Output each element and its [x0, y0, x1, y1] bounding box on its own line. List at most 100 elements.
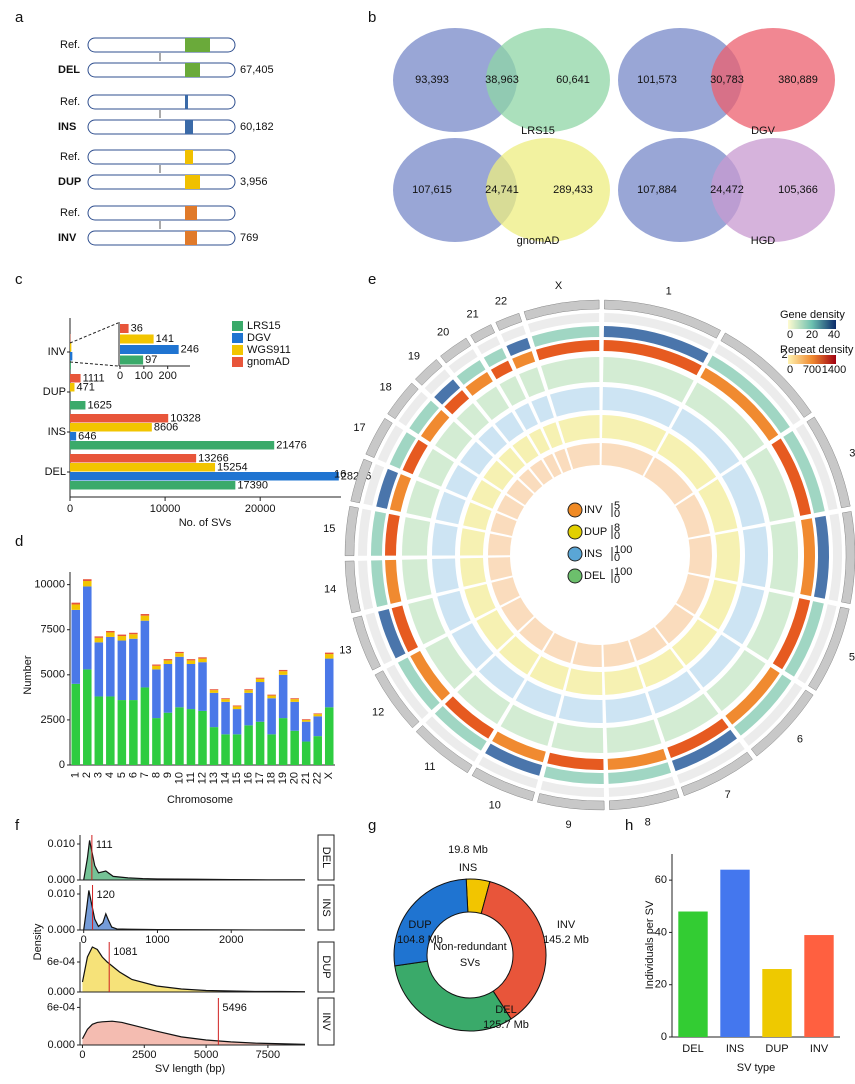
panel-label: e — [368, 271, 376, 288]
y-tick-label: 7500 — [41, 624, 65, 636]
sv-block — [185, 38, 210, 52]
bar-segment — [186, 663, 196, 710]
value-label: 17390 — [237, 479, 268, 491]
ideogram — [387, 382, 419, 420]
track-band — [488, 557, 513, 581]
zoom-line — [69, 322, 119, 344]
track-band — [675, 494, 710, 538]
gene-density-ring — [543, 766, 604, 785]
density-line — [83, 890, 306, 931]
legend-swatch — [232, 321, 243, 331]
track-band — [483, 460, 514, 491]
cytoband — [676, 741, 745, 784]
facet-strip — [317, 884, 335, 931]
density-fill — [82, 947, 305, 992]
venn-left — [618, 28, 742, 132]
track-band — [432, 522, 458, 556]
track-band — [501, 597, 534, 631]
track-band — [519, 367, 546, 398]
track-band — [418, 448, 454, 487]
cytoband — [425, 716, 479, 762]
bar — [70, 481, 236, 490]
bar-segment — [106, 636, 115, 697]
repeat-density-ring — [772, 598, 811, 670]
sv-block — [185, 150, 193, 164]
track-band — [476, 610, 514, 650]
chromosome-label: 19 — [408, 350, 420, 362]
inset-bar — [120, 324, 129, 333]
bar-segment — [209, 692, 219, 728]
gene-density-ring — [434, 379, 461, 405]
track-band — [558, 695, 603, 723]
bar-segment — [232, 706, 242, 710]
value-label: 36 — [131, 322, 143, 334]
inset-bar — [120, 355, 144, 365]
median-label: 120 — [97, 889, 115, 901]
gene-density-ring — [371, 511, 387, 556]
bar-segment — [94, 637, 104, 643]
y-tick-label: INS — [48, 426, 66, 438]
bar-segment — [198, 658, 207, 663]
bar-segment — [186, 660, 196, 664]
cytoband — [478, 756, 539, 789]
x-tick-label: 3 — [93, 772, 105, 778]
bar-segment — [221, 701, 230, 735]
track-band — [529, 459, 553, 485]
bar-segment — [152, 665, 161, 670]
track-label: INV — [584, 504, 603, 516]
bar-segment — [244, 689, 253, 691]
bar-segment — [324, 707, 334, 765]
inset-bar — [120, 334, 154, 344]
bar — [70, 441, 275, 450]
repeat-density-ring — [800, 518, 815, 597]
venn-right — [486, 138, 610, 242]
track-band — [457, 674, 511, 725]
track-band — [769, 521, 798, 593]
ideogram — [374, 670, 420, 729]
legend-label: WGS911 — [247, 344, 291, 356]
gene-density-ring — [483, 348, 507, 368]
track-band — [499, 636, 540, 675]
track-min: 0 — [614, 574, 620, 586]
x-tick-label: 14 — [219, 772, 231, 784]
chromosome-label: X — [555, 280, 563, 292]
x-tick-label: 6 — [127, 772, 139, 778]
bar-segment — [324, 658, 334, 708]
y-tick-label: 0 — [59, 759, 65, 771]
bar-segment — [278, 718, 288, 765]
x-tick-label: 18 — [266, 772, 278, 784]
cytoband — [363, 463, 385, 506]
track-band — [629, 627, 667, 661]
bar-segment — [278, 674, 288, 719]
venn-count: 38,963 — [485, 74, 519, 86]
cytoband — [365, 612, 393, 665]
sv-block — [185, 120, 193, 134]
sv-count: 769 — [240, 232, 258, 244]
bar-segment — [175, 651, 184, 654]
chromosome-label: 10 — [489, 800, 501, 812]
track-band — [529, 656, 569, 690]
cytoband — [501, 325, 526, 343]
y-tick-label: 0 — [661, 1031, 667, 1043]
chromosome-label: 12 — [372, 706, 384, 718]
bar-segment — [163, 663, 173, 713]
bar-segment — [129, 632, 138, 635]
bar-segment — [152, 669, 161, 719]
panel-label: g — [368, 817, 376, 834]
track-band — [491, 577, 520, 606]
cytoband — [743, 682, 803, 746]
ref-label: Ref. — [60, 39, 80, 51]
gene-density-ring — [434, 706, 487, 751]
legend-swatch — [232, 333, 243, 343]
x-tick-label: 2 — [81, 772, 93, 778]
repeat-density-ring — [535, 340, 600, 361]
bar-segment — [140, 620, 150, 688]
ideogram — [350, 458, 373, 504]
track-band — [685, 382, 765, 459]
value-label: 246 — [181, 343, 199, 355]
repeat-density-ring — [410, 650, 450, 701]
color-scale — [788, 355, 836, 364]
ideogram — [750, 689, 814, 757]
track-band — [460, 441, 493, 475]
track-band — [451, 623, 494, 669]
